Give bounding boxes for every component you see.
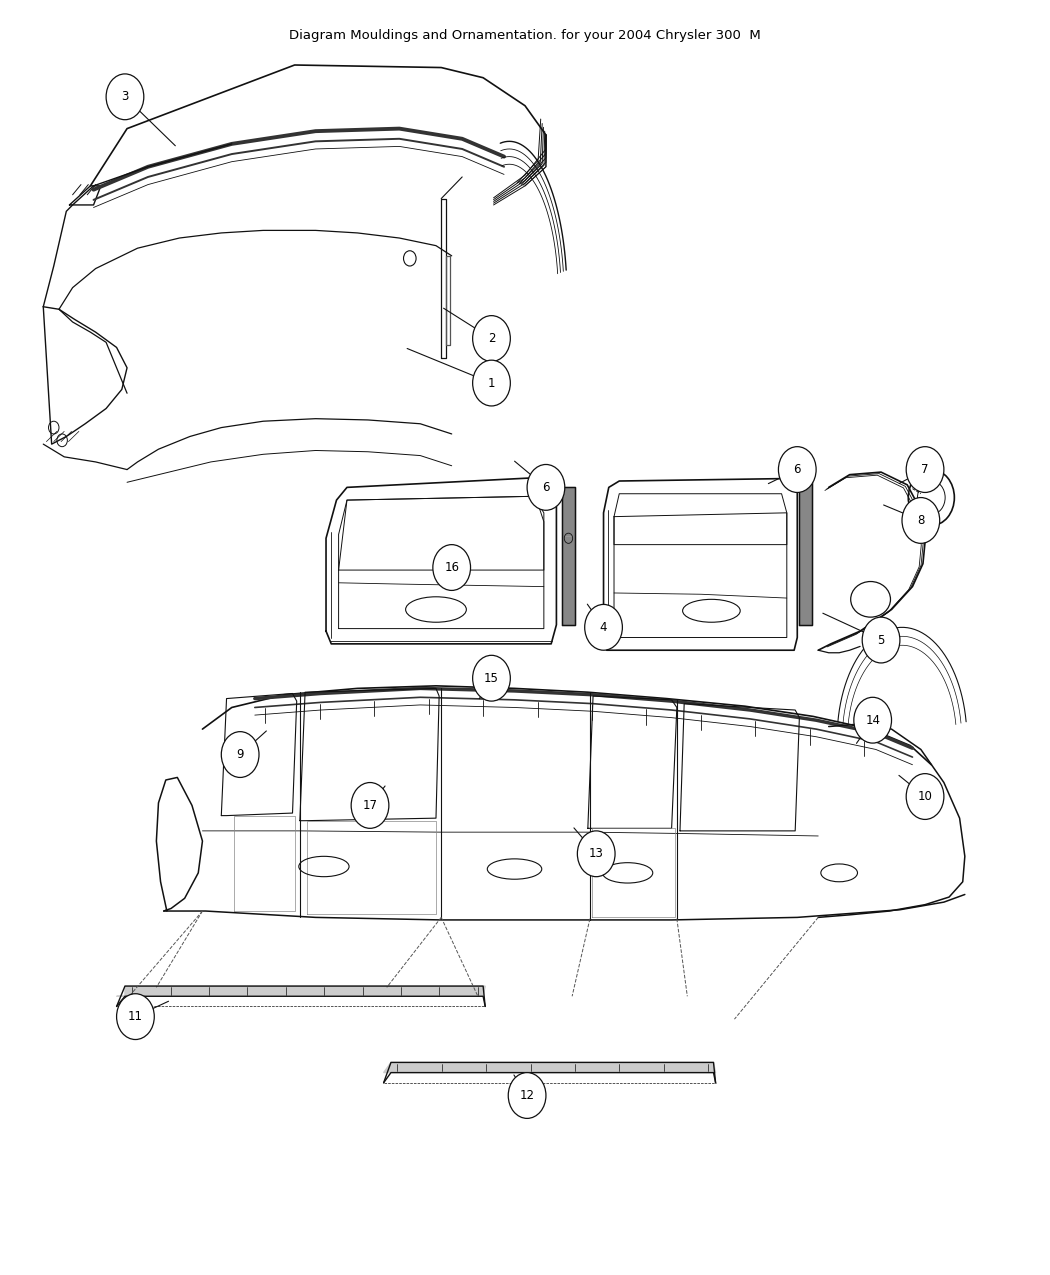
Circle shape xyxy=(854,697,891,743)
Text: 2: 2 xyxy=(488,332,496,346)
Text: 9: 9 xyxy=(236,748,244,761)
Text: 4: 4 xyxy=(600,621,607,634)
Circle shape xyxy=(906,446,944,492)
Text: 1: 1 xyxy=(488,376,496,390)
Circle shape xyxy=(106,74,144,120)
Circle shape xyxy=(508,1072,546,1118)
Circle shape xyxy=(778,446,816,492)
Circle shape xyxy=(117,993,154,1039)
Text: 11: 11 xyxy=(128,1010,143,1023)
Text: 15: 15 xyxy=(484,672,499,685)
Circle shape xyxy=(433,544,470,590)
Polygon shape xyxy=(383,1062,716,1072)
Polygon shape xyxy=(562,487,575,625)
Circle shape xyxy=(585,604,623,650)
Circle shape xyxy=(472,655,510,701)
Circle shape xyxy=(578,831,615,877)
Text: 8: 8 xyxy=(917,514,925,527)
Text: 16: 16 xyxy=(444,561,459,574)
Text: 14: 14 xyxy=(865,714,880,727)
Circle shape xyxy=(902,497,940,543)
Text: 3: 3 xyxy=(121,91,129,103)
Circle shape xyxy=(862,617,900,663)
Circle shape xyxy=(472,360,510,405)
Circle shape xyxy=(403,251,416,266)
Text: 13: 13 xyxy=(589,848,604,861)
Text: 5: 5 xyxy=(878,634,885,646)
Text: 12: 12 xyxy=(520,1089,534,1102)
Circle shape xyxy=(351,783,388,829)
Text: 7: 7 xyxy=(921,463,929,476)
Text: 17: 17 xyxy=(362,799,378,812)
Circle shape xyxy=(472,316,510,361)
Text: 6: 6 xyxy=(794,463,801,476)
Text: 6: 6 xyxy=(542,481,550,493)
Text: Diagram Mouldings and Ornamentation. for your 2004 Chrysler 300  M: Diagram Mouldings and Ornamentation. for… xyxy=(289,29,761,42)
Circle shape xyxy=(906,774,944,820)
Polygon shape xyxy=(117,986,485,996)
Circle shape xyxy=(527,464,565,510)
Text: 10: 10 xyxy=(918,790,932,803)
Circle shape xyxy=(222,732,259,778)
Polygon shape xyxy=(799,482,812,625)
